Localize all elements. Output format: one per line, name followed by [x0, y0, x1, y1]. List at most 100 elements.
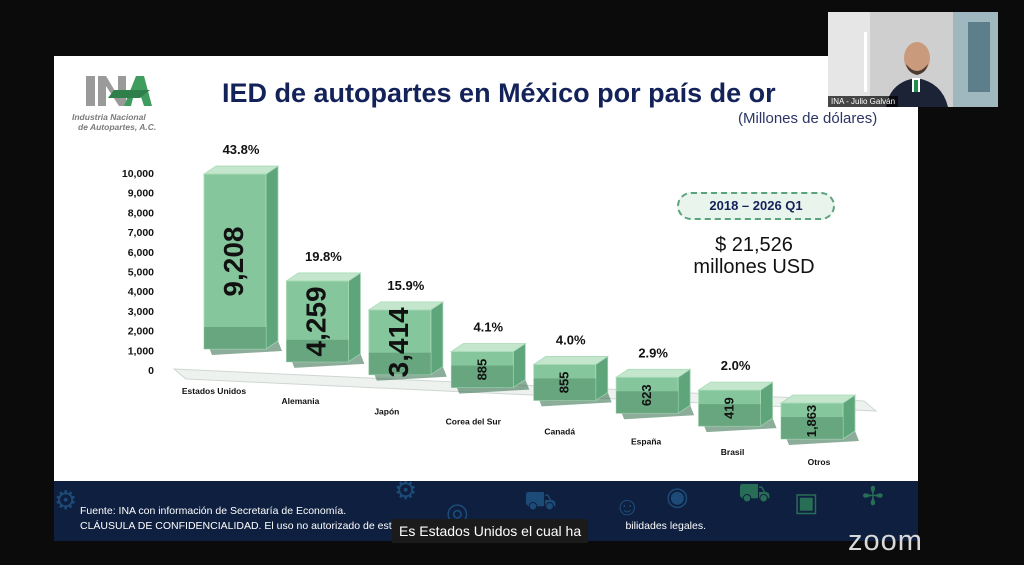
bar-2: 4,259 19.8% [285, 249, 365, 368]
source-note: Fuente: INA con información de Secretarí… [80, 505, 347, 517]
wind-turbine-icon: ✢ [862, 481, 884, 511]
bar-value-label: 1,863 [804, 405, 819, 438]
bar-front [780, 402, 844, 440]
bar-top [202, 165, 280, 175]
bar-base-shade [781, 417, 843, 439]
bar-value-label: 4,259 [300, 286, 331, 356]
bar-top [449, 343, 527, 352]
logo-text-line1: Industria Nacional [72, 112, 146, 122]
bar-base-shade [204, 327, 266, 349]
bar-4: 885 4.1% [449, 320, 530, 394]
x-category-label: Alemania [282, 396, 320, 406]
presenter-video-tile[interactable]: INA - Julio Galván [828, 12, 998, 107]
bar-base-shade [698, 404, 761, 427]
bar-front [698, 389, 761, 427]
y-tick-label: 8,000 [128, 207, 154, 219]
bar-value-label: 855 [557, 372, 572, 394]
bar-percent-label: 4.1% [473, 320, 503, 335]
y-axis: 0 1,000 2,000 3,000 4,000 5,000 6,000 7,000 8,00… [122, 168, 154, 377]
x-category-label: Corea del Sur [446, 416, 502, 426]
slide-subtitle: (Millones de dólares) [738, 110, 878, 127]
bar-front [286, 280, 349, 363]
bar-percent-label: 4.0% [556, 332, 586, 347]
bar-value-label: 623 [639, 384, 654, 406]
bar-value-label: 3,414 [383, 307, 414, 377]
bar-top [779, 394, 857, 404]
x-category-label: Otros [808, 457, 831, 467]
bar-value-label: 419 [722, 397, 737, 419]
y-tick-label: 0 [148, 365, 154, 377]
bar-top [285, 272, 362, 282]
y-tick-label: 3,000 [128, 306, 154, 318]
chip-icon: ▣ [794, 487, 819, 517]
bar-front [615, 376, 679, 414]
total-amount: $ 21,526 [715, 234, 793, 256]
person-icon: ☺ [614, 491, 641, 521]
bar-front [450, 351, 514, 388]
bar-5: 855 4.0% [532, 332, 612, 407]
bar-base-shade [451, 365, 514, 388]
tire-icon: ◉ [666, 481, 689, 511]
x-category-label: Canadá [544, 427, 575, 437]
bar-base-shade [616, 391, 679, 414]
bar-8: 1,863 [779, 394, 859, 445]
bar-front [533, 364, 597, 401]
bar-front [368, 309, 432, 376]
gear-icon: ⚙ [394, 481, 418, 505]
bar-top [367, 301, 445, 311]
bar-value-label: 885 [474, 359, 489, 381]
y-tick-label: 2,000 [128, 326, 154, 338]
ina-logo-mark [86, 76, 152, 106]
slide-title: IED de autopartes en México por país de … [222, 78, 776, 108]
live-caption: Es Estados Unidos el cual ha [392, 519, 589, 543]
bar-base-shade [286, 339, 349, 362]
period-badge: 2018 – 2026 Q1 [677, 192, 835, 220]
bar-base-shade [533, 378, 596, 401]
bar-top [532, 356, 610, 365]
y-tick-label: 9,000 [128, 188, 154, 200]
bar-percent-label: 15.9% [387, 278, 424, 293]
bar-chart: 0 1,000 2,000 3,000 4,000 5,000 6,000 7,000 8,00… [122, 142, 878, 467]
y-tick-label: 5,000 [128, 267, 154, 279]
bar-side [430, 301, 444, 376]
x-axis-labels: Estados Unidos Alemania Japón Corea del Sur… [182, 386, 831, 467]
confidentiality-clause: CLÁUSULA DE CONFIDENCIALIDAD. El uso no … [80, 520, 706, 532]
clause-text-tail: bilidades legales. [625, 520, 707, 532]
bar-front [203, 173, 267, 350]
bar-value-label: 9,208 [218, 226, 249, 296]
engine-icon: ⚙ [54, 485, 78, 515]
x-category-label: España [631, 437, 662, 447]
car-front-icon: ⛟ [738, 481, 771, 507]
logo-text-line2: de Autopartes, A.C. [78, 122, 157, 132]
clause-text: CLÁUSULA DE CONFIDENCIALIDAD. El uso no … [80, 520, 398, 532]
zoom-logo: zoom [848, 525, 923, 557]
x-category-label: Japón [374, 406, 399, 416]
bar-top [697, 381, 774, 391]
bar-percent-label: 2.9% [638, 345, 668, 360]
bar-3: 3,414 15.9% [367, 278, 447, 381]
bar-top [614, 368, 692, 378]
car-icon: ⛟ [524, 485, 557, 515]
total-units: millones USD [693, 256, 815, 278]
bar-percent-label: 43.8% [223, 142, 260, 157]
x-category-label: Estados Unidos [182, 386, 247, 396]
y-tick-label: 7,000 [128, 227, 154, 239]
y-tick-label: 1,000 [128, 345, 154, 357]
bar-side [348, 272, 361, 363]
y-tick-label: 6,000 [128, 247, 154, 259]
bar-percent-label: 19.8% [305, 249, 342, 264]
x-category-label: Brasil [721, 447, 745, 457]
bar-side [265, 165, 279, 350]
ina-logo: Industria Nacional de Autopartes, A.C. [72, 72, 172, 134]
bar-6: 623 2.9% [614, 345, 695, 420]
presentation-slide: Industria Nacional de Autopartes, A.C. I… [54, 56, 918, 481]
presenter-name: INA - Julio Galván [828, 96, 899, 107]
y-tick-label: 10,000 [122, 168, 154, 180]
bars-group: 9,208 43.8% 4,259 19.8% 3,414 15.9% 885 4.1% 855… [202, 142, 859, 445]
bar-1: 9,208 43.8% [202, 142, 282, 355]
y-tick-label: 4,000 [128, 286, 154, 298]
bar-base-shade [368, 352, 431, 375]
presenter-video [828, 12, 998, 107]
bar-percent-label: 2.0% [721, 358, 751, 373]
bar-7: 419 2.0% [697, 358, 777, 433]
